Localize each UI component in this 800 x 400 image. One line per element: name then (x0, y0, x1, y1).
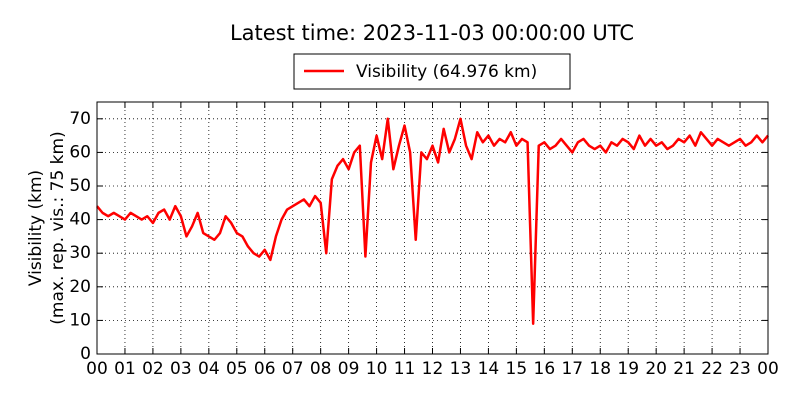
x-tick-label: 17 (561, 359, 583, 379)
data-line (96, 117, 769, 326)
x-tick-label: 09 (338, 359, 360, 379)
x-tick-label: 12 (422, 359, 444, 379)
x-tick-label: 16 (534, 359, 556, 379)
chart-title: Latest time: 2023-11-03 00:00:00 UTC (230, 21, 634, 45)
y-tick-label: 10 (69, 310, 91, 330)
x-tick-label: 00 (86, 359, 108, 379)
x-tick-label: 06 (254, 359, 276, 379)
x-tick-label: 18 (589, 359, 611, 379)
x-tick-label: 15 (506, 359, 528, 379)
x-tick-label: 08 (310, 359, 332, 379)
y-axis-label: (max. rep. vis.: 75 km) (48, 131, 68, 324)
x-tick-label: 02 (142, 359, 164, 379)
x-tick-label: 05 (226, 359, 248, 379)
x-tick-label: 14 (478, 359, 500, 379)
y-tick-label: 0 (80, 344, 91, 364)
x-tick-label: 23 (729, 359, 751, 379)
x-tick-label: 03 (170, 359, 192, 379)
x-tick-label: 22 (701, 359, 723, 379)
x-tick-label: 19 (617, 359, 639, 379)
y-tick-label: 20 (69, 277, 91, 297)
x-tick-label: 11 (394, 359, 416, 379)
y-tick-label: 30 (69, 243, 91, 263)
y-tick-label: 50 (69, 176, 91, 196)
x-tick-label: 04 (198, 359, 220, 379)
x-tick-label: 21 (673, 359, 695, 379)
x-tick-label: 01 (114, 359, 136, 379)
x-tick-label: 07 (282, 359, 304, 379)
x-tick-label: 00 (757, 359, 779, 379)
y-tick-label: 40 (69, 210, 91, 230)
y-tick-label: 70 (69, 109, 91, 129)
y-axis-label: Visibility (km) (26, 170, 46, 286)
x-tick-label: 20 (645, 359, 667, 379)
x-tick-label: 13 (450, 359, 472, 379)
plot-frame (96, 101, 769, 355)
y-tick-label: 60 (69, 142, 91, 162)
legend-label: Visibility (64.976 km) (356, 62, 537, 82)
x-tick-label: 10 (366, 359, 388, 379)
